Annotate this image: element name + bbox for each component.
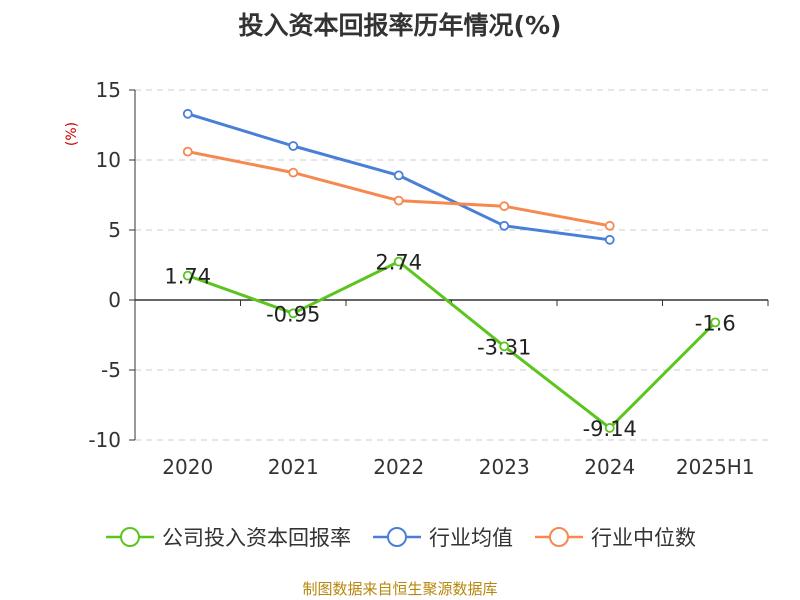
data-label: 2.74: [375, 251, 422, 275]
y-tick-label: -5: [101, 358, 121, 382]
legend-label: 行业均值: [429, 526, 513, 550]
source-note: 制图数据来自恒生聚源数据库: [302, 580, 498, 598]
data-point: [182, 270, 193, 281]
legend-swatch: [373, 527, 421, 547]
legend-item[interactable]: 行业均值: [371, 522, 513, 552]
x-tick-label: 2024: [584, 455, 635, 479]
data-labels: 1.74 -0.95 2.74 -3.31 -9.14 -1.6: [164, 251, 735, 441]
data-point: [288, 308, 299, 319]
data-point: [182, 146, 193, 157]
data-point: [604, 234, 615, 245]
y-tick-label: 5: [108, 218, 121, 242]
y-tick-label: 15: [96, 78, 121, 102]
data-point: [499, 341, 510, 352]
x-tick-label: 2023: [479, 455, 530, 479]
legend-label: 行业中位数: [591, 526, 696, 550]
data-label: -3.31: [477, 335, 531, 359]
data-label: -1.6: [695, 311, 736, 335]
data-point: [393, 195, 404, 206]
x-tick-label: 2021: [268, 455, 319, 479]
chart-title: 投入资本回报率历年情况(%): [238, 11, 562, 40]
y-tick-label: 10: [96, 148, 121, 172]
axes: 15 10 5 0 -5 -10 2020 2021 2022 2023 2024 2025H1: [88, 78, 769, 479]
data-point: [393, 256, 404, 267]
series-line: [187, 150, 611, 228]
data-point: [393, 170, 404, 181]
data-point: [499, 201, 510, 212]
x-tick-label: 2022: [373, 455, 424, 479]
data-point: [182, 108, 193, 119]
legend-item[interactable]: 行业中位数: [533, 522, 696, 552]
y-tick-label: 0: [108, 288, 121, 312]
data-label: -9.14: [583, 417, 637, 441]
data-point: [604, 220, 615, 231]
legend-swatch: [535, 527, 583, 547]
data-label: -0.95: [266, 302, 320, 326]
legend-swatch: [106, 527, 154, 547]
series-line: [187, 260, 717, 430]
grid-lines: [135, 89, 768, 441]
series-lines: [182, 108, 721, 433]
legend-label: 公司投入资本回报率: [162, 526, 351, 550]
data-point: [288, 167, 299, 178]
legend-item[interactable]: 公司投入资本回报率: [104, 522, 351, 552]
data-point: [604, 423, 615, 433]
y-tick-label: -10: [88, 428, 121, 452]
x-tick-label: 2025H1: [676, 455, 755, 479]
data-point: [288, 141, 299, 151]
data-label: 1.74: [164, 265, 211, 289]
data-point: [499, 220, 510, 231]
legend: 公司投入资本回报率 行业均值 行业中位数: [0, 520, 800, 554]
x-tick-label: 2020: [162, 455, 213, 479]
data-point: [710, 317, 721, 328]
